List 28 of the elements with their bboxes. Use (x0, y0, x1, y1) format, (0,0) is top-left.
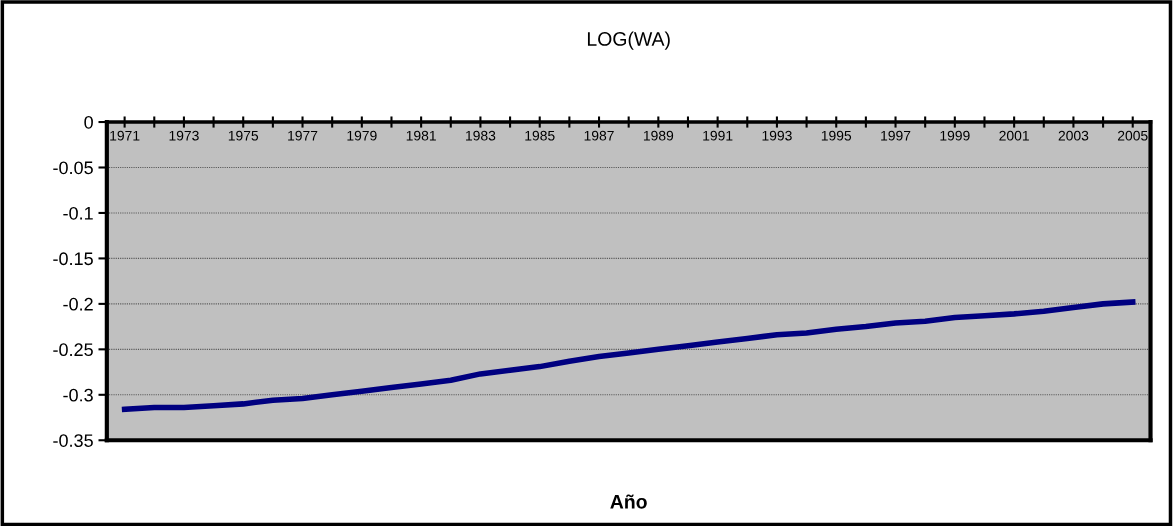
x-tick-label: 1995 (821, 130, 852, 141)
x-tick-label: 1983 (466, 130, 496, 141)
y-tick-label: -0.1 (63, 206, 93, 220)
x-tick-label: 1979 (347, 130, 377, 141)
y-tick-label: -0.3 (63, 388, 93, 402)
y-tick-label: 0 (84, 115, 93, 129)
x-tick-label: 1997 (881, 130, 911, 141)
x-tick-label: 2003 (1058, 130, 1089, 141)
y-tick-label: -0.2 (63, 297, 93, 311)
y-tick-label: -0.25 (53, 343, 93, 357)
y-tick-label: -0.15 (53, 252, 93, 266)
x-tick-label: 1989 (643, 130, 674, 141)
x-tick-label: 1975 (228, 130, 259, 141)
x-tick-label: 2001 (999, 130, 1029, 141)
x-tick-label: 1999 (940, 130, 970, 141)
x-tick-label: 1987 (584, 130, 614, 141)
y-tick-label: -0.35 (53, 434, 93, 447)
x-tick-label: 1981 (406, 130, 436, 141)
x-tick-label: 1973 (169, 130, 199, 141)
x-tick-label: 1985 (525, 130, 555, 141)
x-axis-title: Año (610, 494, 647, 509)
x-tick-label: 1977 (288, 130, 318, 141)
y-tick-label: -0.05 (53, 161, 93, 175)
chart-title: LOG(WA) (587, 31, 670, 50)
x-tick-label: 1991 (703, 130, 733, 141)
x-tick-label: 2005 (1117, 130, 1148, 141)
x-tick-label: 1993 (762, 130, 792, 141)
x-tick-label: 1971 (110, 130, 140, 141)
